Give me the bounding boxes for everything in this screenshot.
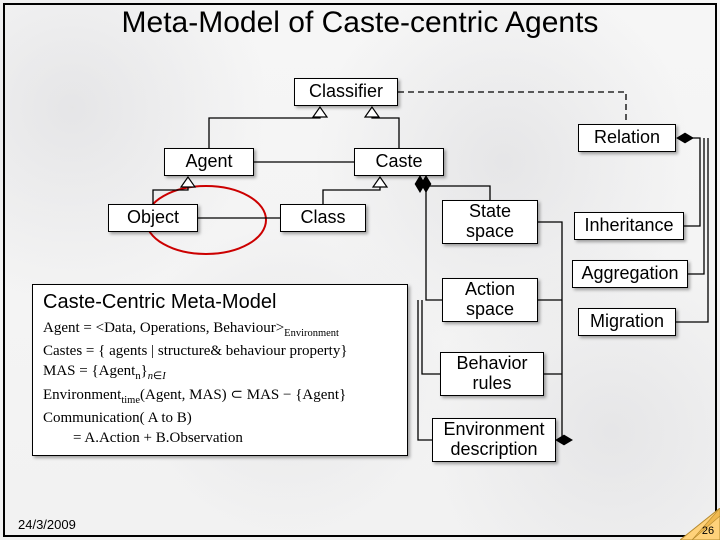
node-relation: Relation [578, 124, 676, 152]
node-label: Caste [375, 152, 422, 172]
node-behavior-rules: Behavior rules [440, 352, 544, 396]
footer-date: 24/3/2009 [18, 517, 76, 532]
node-aggregation: Aggregation [572, 260, 688, 288]
slide-title: Meta-Model of Caste-centric Agents [0, 6, 720, 40]
node-inheritance: Inheritance [574, 212, 684, 240]
meta-model-title: Caste-Centric Meta-Model [43, 291, 397, 314]
node-label: Object [127, 208, 179, 228]
node-label: Classifier [309, 82, 383, 102]
node-label: Action space [449, 280, 531, 320]
node-caste: Caste [354, 148, 444, 176]
node-label: Inheritance [584, 216, 673, 236]
node-label: Relation [594, 128, 660, 148]
meta-model-body: Agent = <Data, Operations, Behaviour>Env… [43, 318, 397, 448]
node-label: Migration [590, 312, 664, 332]
node-state-space: State space [442, 200, 538, 244]
node-classifier: Classifier [294, 78, 398, 106]
node-object: Object [108, 204, 198, 232]
node-label: Aggregation [581, 264, 678, 284]
node-label: State space [449, 202, 531, 242]
node-label: Agent [185, 152, 232, 172]
node-label: Environment description [439, 420, 549, 460]
node-environment-description: Environment description [432, 418, 556, 462]
node-label: Class [300, 208, 345, 228]
meta-model-box: Caste-Centric Meta-Model Agent = <Data, … [32, 284, 408, 456]
page-number: 26 [702, 525, 714, 537]
node-class: Class [280, 204, 366, 232]
page-curl-icon: 26 [680, 508, 720, 540]
node-migration: Migration [578, 308, 676, 336]
node-agent: Agent [164, 148, 254, 176]
node-label: Behavior rules [447, 354, 537, 394]
node-action-space: Action space [442, 278, 538, 322]
